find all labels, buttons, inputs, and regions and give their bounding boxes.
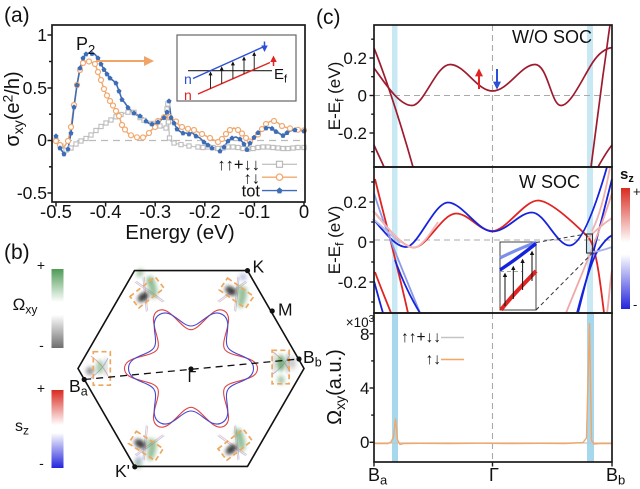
- svg-text:-0.1: -0.1: [238, 201, 270, 222]
- svg-text:0.2: 0.2: [343, 193, 367, 212]
- svg-text:-: -: [39, 337, 44, 353]
- svg-text:Ba: Ba: [368, 465, 388, 488]
- svg-text:n: n: [184, 87, 192, 103]
- svg-text:-: -: [633, 297, 637, 312]
- svg-text:σxy(e2/h): σxy(e2/h): [0, 71, 26, 146]
- svg-text:tot: tot: [242, 183, 261, 201]
- svg-text:Ωxy: Ωxy: [13, 295, 38, 317]
- svg-text:+: +: [37, 380, 45, 396]
- svg-text:K': K': [115, 461, 130, 481]
- svg-text:n: n: [184, 71, 192, 87]
- svg-text:0: 0: [358, 233, 367, 252]
- svg-text:Bb: Bb: [606, 465, 625, 488]
- svg-text:0: 0: [299, 201, 309, 222]
- svg-text:0.2: 0.2: [343, 49, 367, 68]
- svg-text:0.5: 0.5: [23, 78, 47, 98]
- svg-text:-: -: [39, 455, 44, 471]
- svg-text:-0.5: -0.5: [40, 201, 72, 222]
- svg-text:↑↑+↓↓: ↑↑+↓↓: [401, 329, 441, 346]
- svg-text:-0.2: -0.2: [338, 124, 367, 143]
- svg-text:Γ: Γ: [188, 369, 197, 386]
- svg-text:Bb: Bb: [303, 347, 322, 370]
- svg-text:+: +: [37, 257, 45, 273]
- svg-text:↑↑+↓↓: ↑↑+↓↓: [217, 156, 260, 174]
- svg-text:(a): (a): [4, 4, 30, 27]
- svg-text:1: 1: [37, 25, 47, 45]
- svg-text:E-Ef (eV): E-Ef (eV): [325, 62, 347, 131]
- svg-text:-0.4: -0.4: [90, 201, 122, 222]
- svg-text:↑↓: ↑↓: [426, 351, 442, 368]
- svg-text:Γ: Γ: [489, 465, 499, 485]
- svg-text:0: 0: [37, 130, 47, 150]
- svg-text:sz: sz: [620, 166, 634, 185]
- svg-text:P2: P2: [76, 34, 95, 57]
- svg-text:4: 4: [360, 379, 369, 398]
- svg-text:E-Ef (eV): E-Ef (eV): [325, 206, 347, 275]
- svg-text:↑↓: ↑↓: [244, 170, 261, 188]
- svg-text:-0.3: -0.3: [139, 201, 171, 222]
- svg-text:W/O SOC: W/O SOC: [512, 27, 592, 47]
- svg-text:+: +: [633, 184, 640, 199]
- svg-text:8: 8: [360, 325, 369, 344]
- svg-text:0: 0: [358, 87, 367, 106]
- svg-text:0: 0: [360, 433, 369, 452]
- svg-text:(b): (b): [4, 241, 30, 264]
- svg-text:(c): (c): [316, 6, 341, 29]
- svg-text:M: M: [278, 300, 293, 320]
- svg-text:-0.5: -0.5: [17, 183, 47, 203]
- svg-text:Ωxy(a.u.): Ωxy(a.u.): [324, 349, 348, 425]
- svg-text:W SOC: W SOC: [519, 172, 580, 192]
- svg-text:-0.2: -0.2: [189, 201, 221, 222]
- svg-text:-0.2: -0.2: [338, 273, 367, 292]
- svg-text:Energy (eV): Energy (eV): [125, 221, 234, 244]
- svg-text:sz: sz: [15, 418, 29, 438]
- svg-text:K: K: [253, 257, 265, 277]
- svg-text:×103: ×103: [346, 314, 375, 330]
